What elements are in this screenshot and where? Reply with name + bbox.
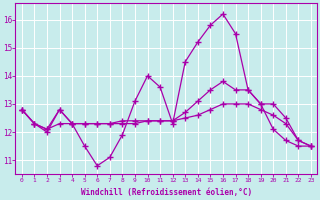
X-axis label: Windchill (Refroidissement éolien,°C): Windchill (Refroidissement éolien,°C) [81,188,252,197]
